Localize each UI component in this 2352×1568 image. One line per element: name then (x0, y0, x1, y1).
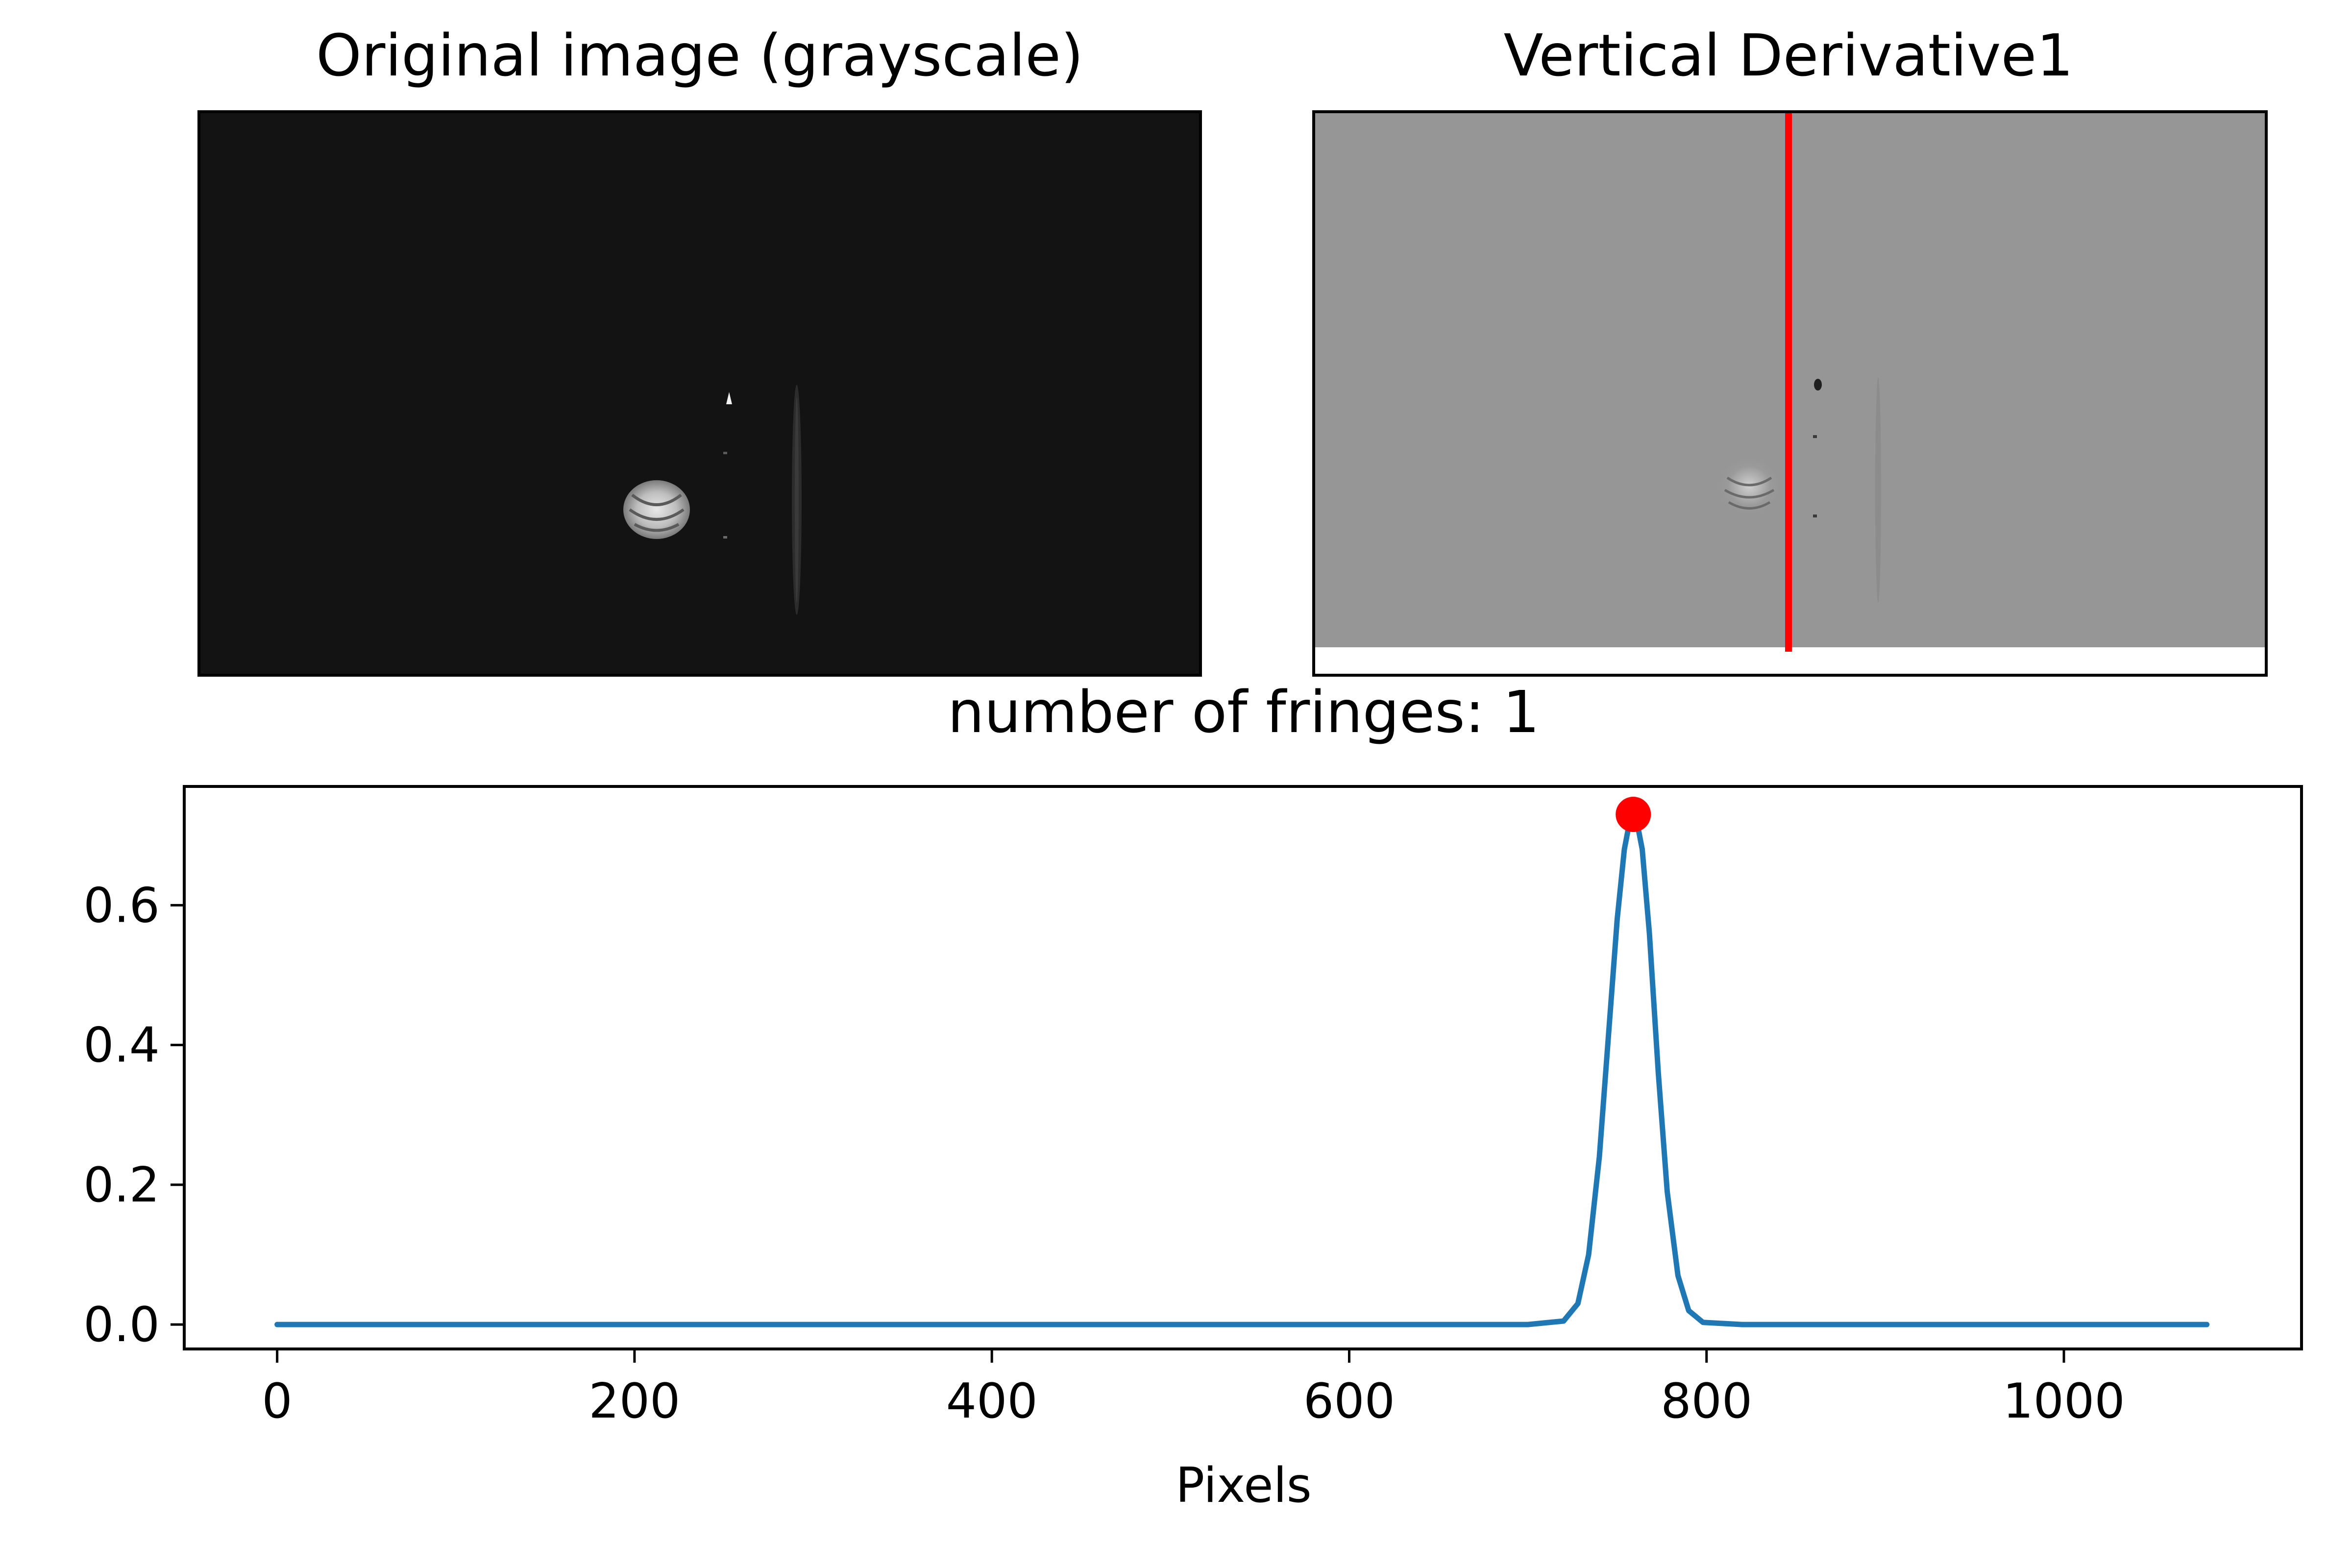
peak-layer (1616, 797, 1651, 833)
y-tick-label: 0.4 (83, 1018, 160, 1074)
x-tick-label: 600 (1303, 1373, 1395, 1429)
bright-spike (726, 392, 732, 404)
x-tick-label: 400 (946, 1373, 1038, 1429)
x-tick-label: 200 (588, 1373, 680, 1429)
x-tick-label: 800 (1661, 1373, 1752, 1429)
original-image-title: Original image (grayscale) (316, 22, 1083, 89)
derivative-features (1719, 377, 1881, 603)
fringe-pattern (629, 493, 685, 532)
derivative-dot-1 (1813, 435, 1817, 438)
original-image-panel: Original image (grayscale) (197, 22, 1202, 677)
x-tick-label: 0 (262, 1373, 292, 1429)
original-image-canvas (197, 110, 1202, 677)
series-layer (274, 811, 2210, 1327)
small-dot-2 (723, 536, 727, 539)
derivative-spike (1814, 379, 1822, 391)
derivative-panel: Vertical Derivative1 (1312, 22, 2268, 677)
x-axis-label: Pixels (1176, 1458, 1312, 1514)
y-tick-label: 0.2 (83, 1157, 160, 1213)
original-image-features (623, 385, 802, 615)
series-line (274, 811, 2210, 1327)
x-tick-label: 1000 (2003, 1373, 2125, 1429)
derivative-fringes (1724, 476, 1775, 510)
x-axis: 0 200 400 600 800 1000 (262, 1349, 2125, 1429)
y-tick-label: 0.6 (83, 878, 160, 933)
y-axis: 0.0 0.2 0.4 0.6 (83, 878, 184, 1353)
line-chart: number of fringes: 1 0.0 0.2 0.4 0.6 0 200 40… (83, 678, 2303, 1514)
small-dot-1 (723, 452, 727, 454)
fringe-blob (623, 480, 690, 539)
derivative-dot-2 (1813, 514, 1817, 517)
derivative-title: Vertical Derivative1 (1504, 22, 2074, 89)
derivative-streak (1875, 377, 1881, 603)
chart-title: number of fringes: 1 (948, 678, 1540, 746)
vertical-streak-core (795, 397, 799, 603)
plot-area (183, 785, 2303, 1350)
peak-marker (1616, 797, 1651, 833)
y-tick-label: 0.0 (83, 1297, 160, 1353)
